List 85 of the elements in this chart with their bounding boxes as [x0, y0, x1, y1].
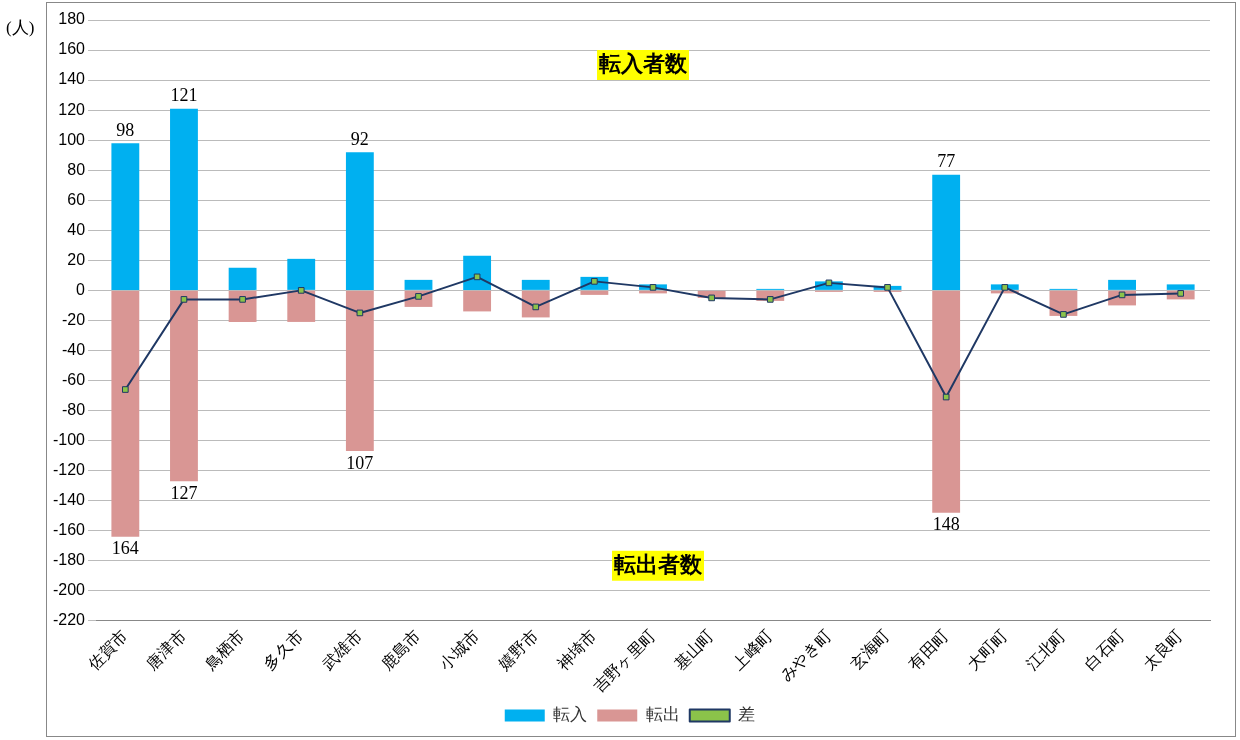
x-tick-label: 多久市 — [260, 626, 307, 673]
point — [884, 284, 891, 291]
y-tick-label: -180 — [52, 551, 86, 569]
bar — [932, 290, 961, 513]
y-tick-label: -100 — [52, 431, 86, 448]
point — [591, 278, 598, 285]
x-tick-label: 鳥栖市 — [201, 626, 248, 674]
y-tick-label: -220 — [52, 611, 86, 629]
bar — [932, 174, 961, 290]
annotation: 148 — [932, 514, 960, 535]
y-tick-label: -80 — [61, 400, 86, 418]
point — [708, 294, 715, 302]
point — [473, 273, 481, 281]
bar — [111, 143, 140, 290]
y-tick-label: 60 — [67, 190, 86, 208]
x-tick-label: 白石町 — [1081, 626, 1128, 673]
x-tick-label: 江北町 — [1022, 626, 1069, 673]
point — [122, 386, 129, 393]
bar — [404, 279, 433, 290]
y-tick-label: 140 — [58, 70, 86, 88]
x-tick-label: みやき町 — [776, 626, 835, 685]
bar — [580, 290, 609, 295]
x-tick-label: 唐津市 — [143, 626, 190, 673]
point — [356, 309, 364, 317]
bar — [287, 290, 316, 322]
point — [649, 284, 657, 291]
x-tick-label: 鹿島市 — [377, 626, 424, 673]
y-tick-label: 80 — [67, 160, 86, 178]
y-tick-label: 0 — [76, 280, 86, 298]
x-tick-label: 佐賀市 — [84, 626, 131, 673]
annotation: 転入者数 — [599, 50, 689, 76]
y-tick-label: -140 — [52, 491, 86, 509]
bar — [345, 152, 374, 290]
y-tick-label: -120 — [52, 461, 86, 479]
bar — [345, 290, 374, 452]
data-label: 121 — [170, 85, 198, 106]
x-tick-label: 大町町 — [964, 626, 1011, 673]
bar — [111, 290, 140, 537]
y-tick-label: -20 — [61, 310, 86, 328]
y-tick-label: 120 — [58, 100, 86, 118]
x-tick-label: 神埼市 — [553, 626, 600, 673]
x-tick-label: 嬉野市 — [495, 626, 541, 673]
y-tick-label: 20 — [67, 250, 86, 268]
data-label: 98 — [116, 119, 135, 140]
bar — [521, 279, 550, 290]
bar — [1166, 284, 1195, 290]
data-label: 77 — [937, 151, 956, 172]
point — [239, 296, 246, 303]
x-tick-label: 上峰町 — [729, 626, 776, 673]
point — [180, 296, 188, 303]
point — [415, 293, 422, 300]
point — [1060, 311, 1067, 318]
annotation: 107 — [346, 452, 374, 473]
data-label: 92 — [350, 128, 369, 149]
y-tick-label: -200 — [52, 581, 86, 599]
annotation: 164 — [111, 538, 139, 559]
x-tick-label: 武雄市 — [319, 626, 366, 673]
x-tick-label: 基山町 — [670, 626, 717, 673]
y-tick-label: 180 — [58, 10, 86, 28]
x-tick-label: 玄海町 — [846, 626, 893, 673]
bar — [170, 108, 198, 290]
point — [297, 287, 305, 294]
legend-label: 転入 — [553, 705, 588, 725]
point — [1001, 284, 1009, 291]
bar — [228, 267, 257, 290]
y-tick-label: 40 — [67, 220, 86, 238]
bar — [463, 255, 492, 290]
bar — [170, 290, 198, 482]
x-tick-label: 有田町 — [905, 626, 952, 673]
annotation: 転出者数 — [614, 551, 704, 577]
y-tick-label: -60 — [61, 370, 86, 388]
y-tick-label: 100 — [58, 130, 86, 148]
y-axis-title: (人) — [6, 17, 35, 39]
legend-label: 差 — [738, 705, 756, 725]
bar — [463, 290, 492, 312]
annotation: 127 — [170, 482, 198, 503]
legend-label: 転出 — [645, 705, 680, 725]
x-tick-label: 太良町 — [1139, 626, 1186, 673]
point — [942, 393, 950, 401]
bar — [1108, 279, 1136, 290]
bar — [287, 258, 316, 290]
y-tick-label: 160 — [58, 40, 86, 58]
y-tick-label: -160 — [52, 521, 86, 539]
y-tick-label: -40 — [61, 340, 86, 358]
x-tick-label: 小城市 — [436, 626, 483, 673]
